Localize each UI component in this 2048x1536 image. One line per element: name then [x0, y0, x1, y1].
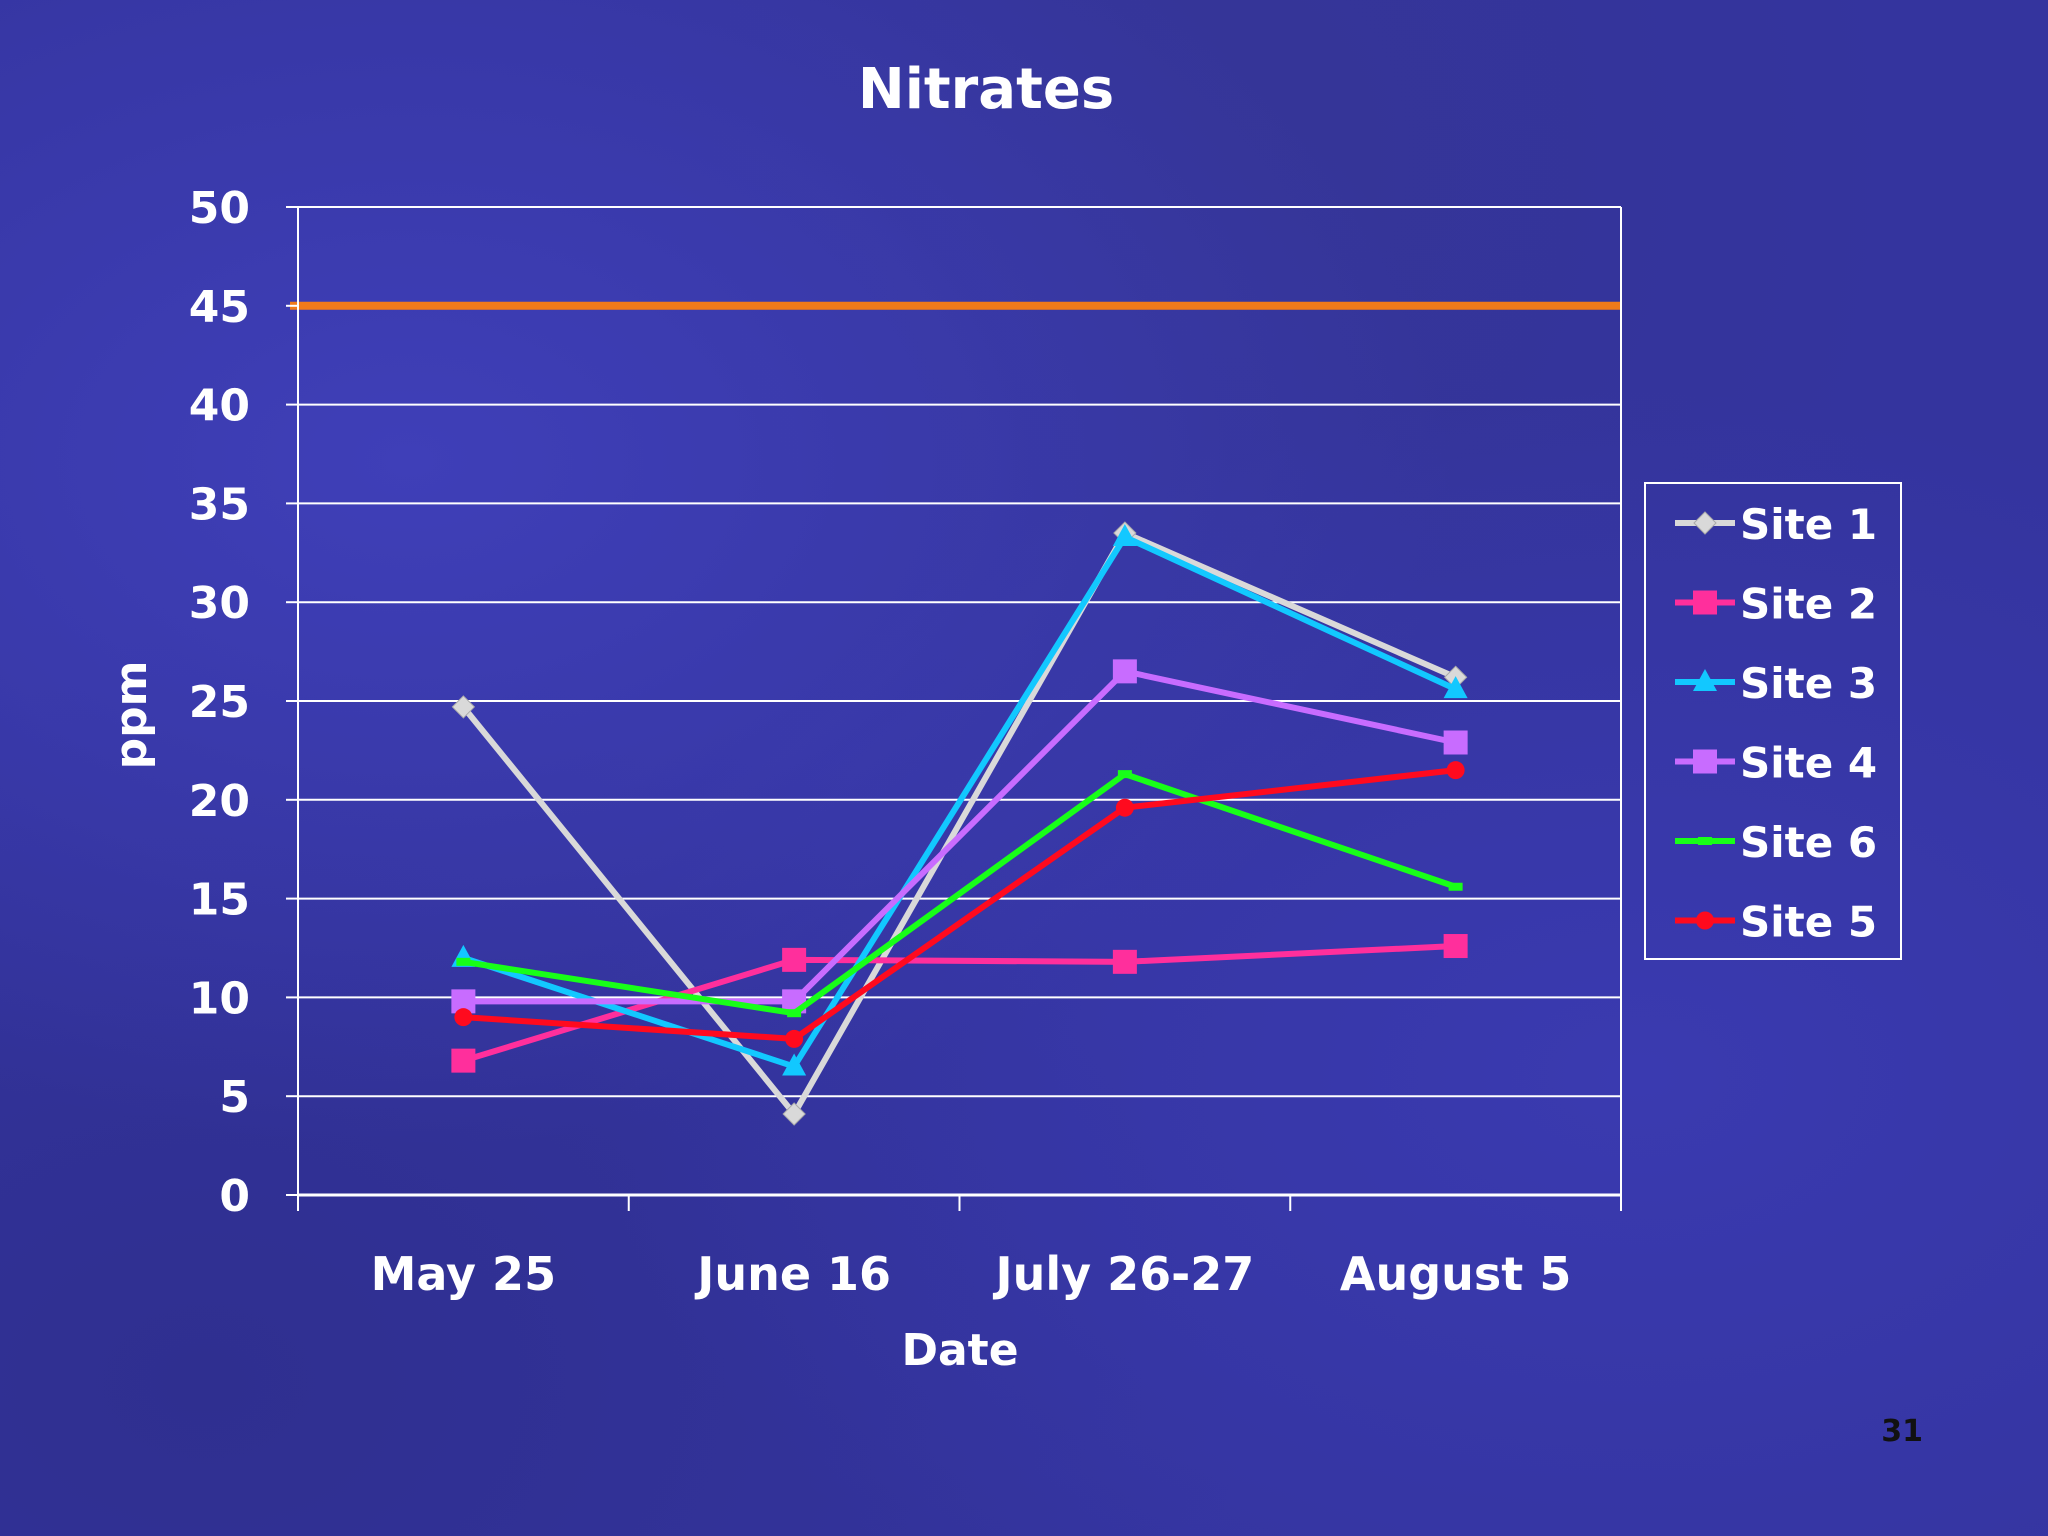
series-line — [462, 533, 1457, 1070]
legend-swatch-marker — [1693, 511, 1717, 535]
y-tick-label: 50 — [189, 183, 250, 234]
y-tick-label: 45 — [189, 282, 250, 333]
y-tick-label: 25 — [189, 677, 250, 728]
legend-label: Site 2 — [1740, 580, 1877, 629]
y-tick-labels: 0 5 10 15 20 25 30 35 40 45 50 — [189, 183, 250, 1222]
data-point — [451, 1048, 476, 1073]
series-site-5 — [454, 761, 1465, 1048]
data-point — [451, 695, 476, 719]
x-tick-label: May 25 — [371, 1247, 556, 1301]
legend-swatch-marker — [1693, 669, 1717, 691]
y-tick-label: 15 — [189, 875, 250, 926]
series-line — [463, 767, 1456, 1042]
data-point — [456, 957, 471, 966]
data-point — [1443, 730, 1468, 755]
legend-label: Site 5 — [1740, 898, 1877, 947]
legend-entry: Site 1 — [1675, 500, 1877, 549]
series-layer — [451, 521, 1468, 1126]
data-point — [1446, 761, 1465, 780]
x-axis-label: Date — [901, 1325, 1018, 1376]
data-point — [454, 1008, 473, 1027]
series-line — [463, 668, 1457, 1005]
legend-swatch-marker — [1698, 837, 1712, 845]
legend-entry: Site 6 — [1675, 818, 1877, 867]
y-tick-label: 5 — [219, 1072, 250, 1123]
legend-entry: Site 4 — [1675, 739, 1877, 788]
data-point — [787, 1009, 802, 1018]
x-tick-label: August 5 — [1340, 1247, 1571, 1301]
y-tick-label: 0 — [219, 1171, 250, 1222]
chart-title: Nitrates — [858, 57, 1114, 122]
page-number: 31 — [1881, 1414, 1923, 1449]
y-tick-label: 40 — [189, 381, 250, 432]
y-tick-label: 35 — [189, 479, 250, 530]
legend-swatch-marker — [1693, 749, 1717, 774]
y-tick-label: 20 — [189, 776, 250, 827]
y-tick-label: 10 — [189, 973, 250, 1024]
series-line — [462, 771, 1457, 1017]
x-tick-labels: May 25 June 16 July 26-27 August 5 — [371, 1247, 1572, 1301]
legend-entry: Site 2 — [1675, 580, 1877, 629]
data-point — [1112, 949, 1137, 974]
series-site-6 — [456, 770, 1463, 1018]
data-point — [1117, 770, 1132, 779]
data-point — [782, 1102, 806, 1126]
series-site-4 — [451, 659, 1468, 1014]
legend-swatch-marker — [1693, 590, 1717, 615]
legend-swatch-marker — [1696, 911, 1714, 930]
data-point — [1443, 676, 1468, 699]
x-tick-label: June 16 — [694, 1247, 891, 1301]
legend-entry: Site 3 — [1675, 659, 1877, 708]
data-point — [1112, 659, 1137, 684]
series-site-1 — [451, 521, 1468, 1126]
axes — [286, 206, 1622, 1211]
y-tick-label: 30 — [189, 578, 250, 629]
data-point — [785, 1029, 804, 1048]
legend-box — [1644, 482, 1902, 960]
legend-label: Site 4 — [1740, 739, 1877, 788]
data-point — [782, 947, 807, 972]
legend-label: Site 3 — [1740, 659, 1877, 708]
legend-label: Site 1 — [1740, 500, 1877, 549]
data-point — [1115, 798, 1134, 817]
y-axis-label: ppm — [106, 661, 157, 770]
legend-label: Site 6 — [1740, 818, 1877, 867]
x-tick-label: July 26-27 — [993, 1247, 1255, 1301]
data-point — [1112, 523, 1137, 546]
data-point — [1448, 882, 1463, 891]
data-point — [1443, 934, 1468, 959]
series-line — [461, 530, 1457, 1117]
data-point — [782, 1053, 807, 1076]
legend-entry: Site 5 — [1675, 898, 1877, 947]
legend: Site 1 Site 2 Site 3 Site 4 Site 6 Site 5 — [1644, 482, 1902, 960]
